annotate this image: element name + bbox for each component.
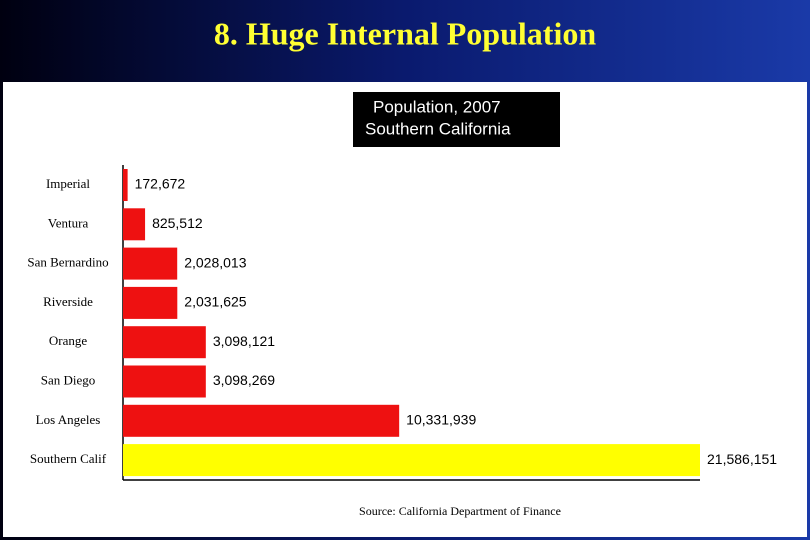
- category-label: Imperial: [46, 176, 90, 191]
- slide-title: 8. Huge Internal Population: [214, 15, 596, 51]
- category-label: Ventura: [48, 215, 89, 230]
- category-label: San Diego: [41, 372, 96, 387]
- bar: [123, 169, 128, 201]
- bar: [123, 208, 146, 241]
- value-label: 2,028,013: [184, 254, 246, 270]
- value-label: 21,586,151: [707, 451, 777, 467]
- value-label: 2,031,625: [184, 294, 246, 310]
- bar: [123, 247, 178, 280]
- category-label: Los Angeles: [36, 412, 101, 427]
- value-label: 10,331,939: [406, 412, 476, 428]
- category-label: San Bernardino: [27, 255, 108, 270]
- value-label: 825,512: [152, 215, 203, 231]
- value-label: 3,098,269: [213, 372, 275, 388]
- bar: [123, 404, 400, 437]
- value-label: 172,672: [135, 176, 186, 192]
- bar: [123, 365, 206, 398]
- chart-subtitle: Southern California: [365, 119, 511, 138]
- category-label: Riverside: [43, 294, 93, 309]
- chart-title: Population, 2007: [373, 97, 501, 116]
- title-box: [353, 92, 560, 147]
- category-label: Orange: [49, 333, 87, 348]
- bar: [123, 286, 178, 319]
- value-label: 3,098,121: [213, 333, 275, 349]
- source-note: Source: California Department of Finance: [359, 504, 561, 518]
- category-label: Southern Calif: [30, 451, 107, 466]
- bar: [123, 444, 700, 477]
- bar: [123, 326, 206, 359]
